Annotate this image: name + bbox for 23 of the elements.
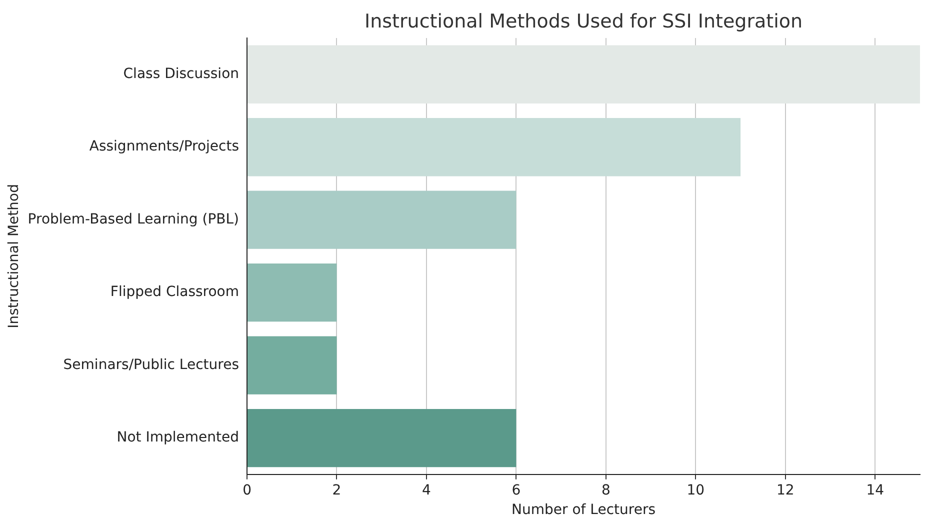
bar [248, 190, 516, 249]
x-tick-label: 0 [242, 482, 252, 498]
y-tick-label: Assignments/Projects [89, 138, 240, 155]
x-tick-label: 6 [512, 482, 521, 498]
bar [248, 336, 337, 394]
chart-title: Instructional Methods Used for SSI Integration [364, 10, 803, 32]
y-tick-label: Class Discussion [123, 66, 240, 82]
y-tick-label: Problem-Based Learning (PBL) [28, 211, 240, 228]
x-tick-label: 10 [686, 482, 705, 498]
x-tick-label: 8 [601, 482, 610, 498]
y-tick-label: Not Implemented [116, 430, 240, 446]
x-axis-title: Number of Lecturers [512, 502, 656, 518]
bar [248, 118, 741, 176]
x-tick-label: 2 [332, 482, 342, 498]
bar [248, 263, 337, 322]
bar [248, 45, 920, 104]
x-tick-label: 4 [422, 482, 432, 498]
y-axis-title: Instructional Method [6, 184, 22, 328]
y-tick-label: Seminars/Public Lectures [63, 356, 240, 373]
x-tick-label: 12 [776, 482, 794, 498]
bar [248, 408, 516, 468]
x-tick-label: 14 [866, 482, 884, 498]
y-tick-label: Flipped Classroom [110, 284, 240, 300]
